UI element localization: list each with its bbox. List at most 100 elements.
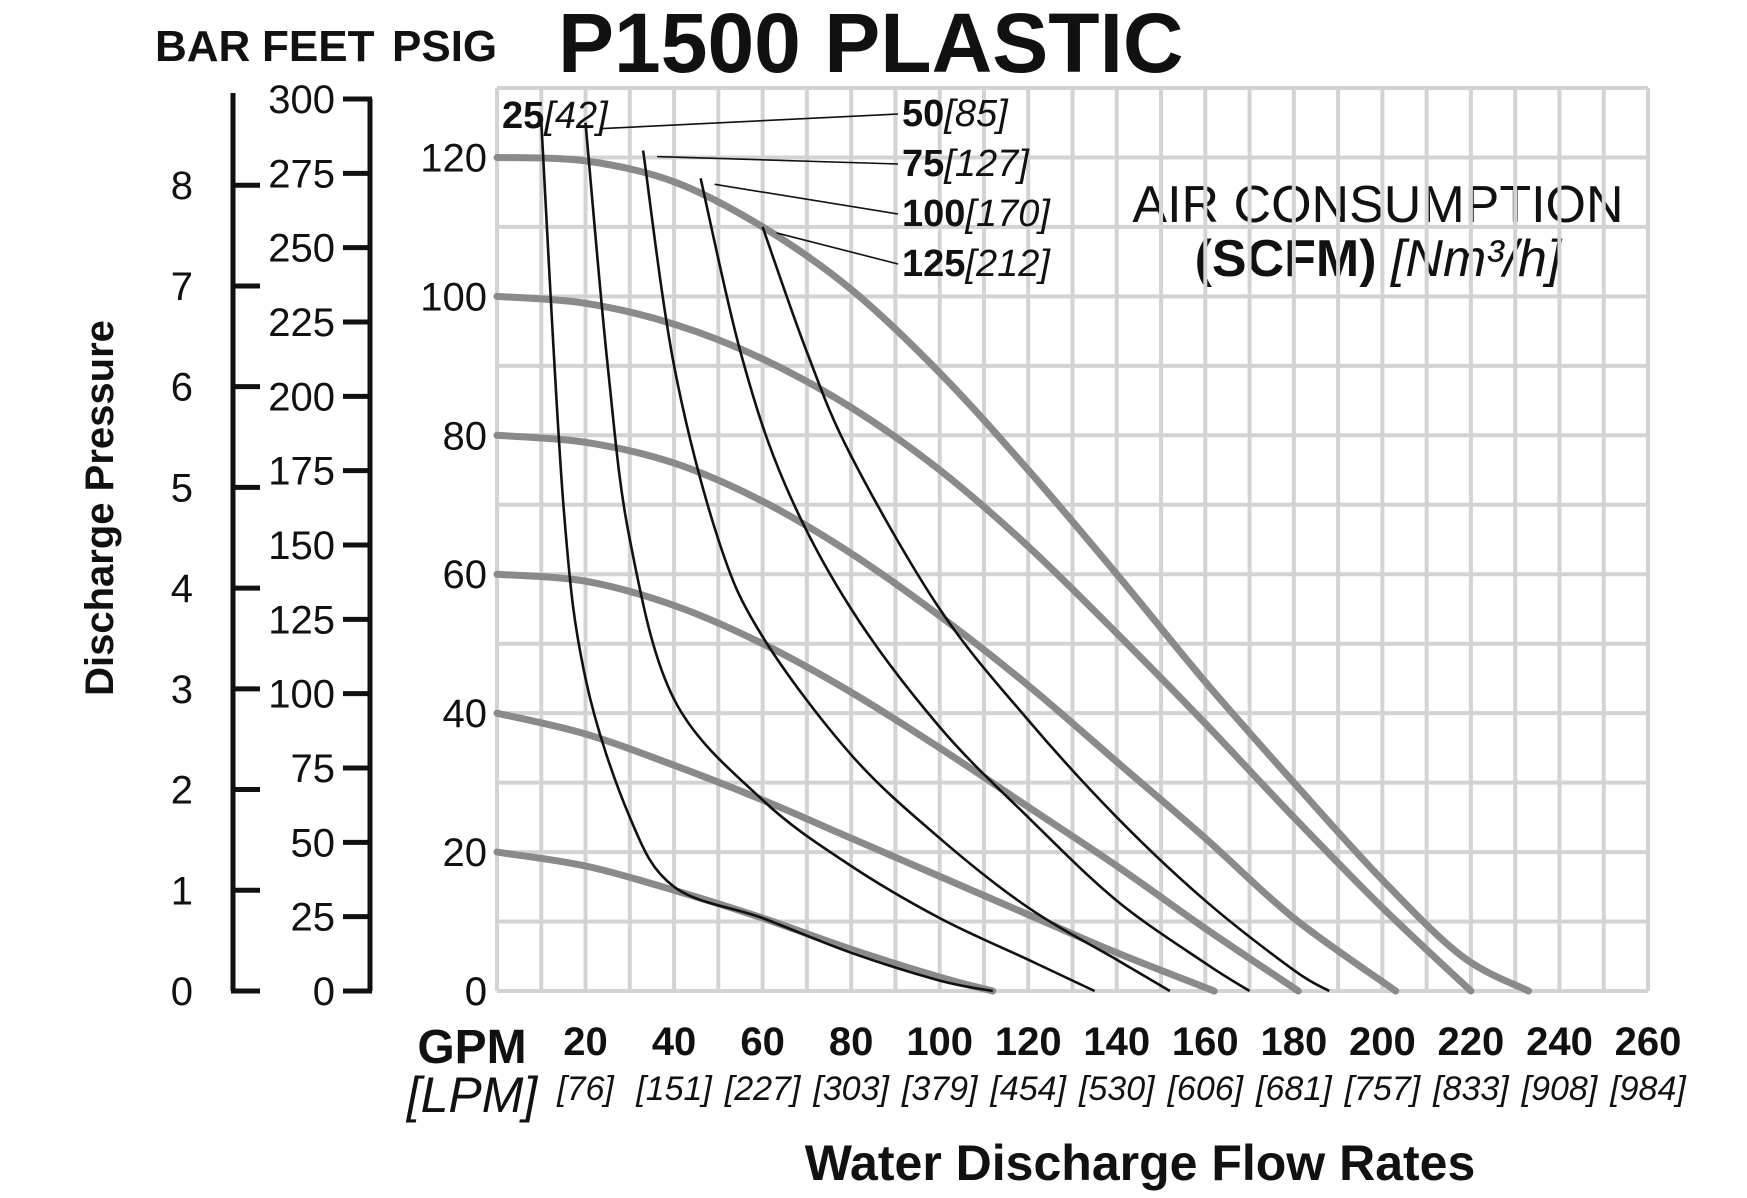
x-tick-label-lpm: [984] xyxy=(1609,1070,1687,1108)
x-tick-label-gpm: 120 xyxy=(995,1020,1062,1064)
x-tick-label-lpm: [908] xyxy=(1521,1070,1599,1108)
air-curve-25-scfm xyxy=(540,122,994,993)
air-curve-label-nm3h: [85] xyxy=(943,93,1009,135)
x-tick-label-lpm: [454] xyxy=(989,1070,1067,1108)
air-consumption-subtitle-nm3h: [Nm³/h] xyxy=(1390,230,1563,288)
air-curve-label-nm3h: [212] xyxy=(964,243,1051,285)
psig-tick-label: 100 xyxy=(420,275,487,319)
x-tick-label-gpm: 240 xyxy=(1526,1020,1593,1064)
air-curve-label-scfm: 50 xyxy=(902,93,944,135)
x-tick-label-gpm: 140 xyxy=(1083,1020,1150,1064)
x-tick-label-gpm: 200 xyxy=(1349,1020,1416,1064)
air-curve-label-25: 25[42] xyxy=(502,95,609,137)
bar-tick-label: 3 xyxy=(171,668,193,712)
bar-tick-label: 2 xyxy=(171,769,193,813)
x-tick-label-gpm: 180 xyxy=(1260,1020,1327,1064)
bar-tick-label: 1 xyxy=(171,869,193,913)
psig-tick-label: 120 xyxy=(420,136,487,180)
air-consumption-title: AIR CONSUMPTION xyxy=(1132,176,1623,234)
bar-axis: 0 1 2 3 4 5 6 7 8 xyxy=(171,93,260,1014)
x-tick-label-gpm: 20 xyxy=(563,1020,608,1064)
air-curve-leader-line xyxy=(714,183,899,215)
y-axis-label: Discharge Pressure xyxy=(78,320,122,696)
air-curve-label-scfm: 125 xyxy=(902,243,965,285)
x-tick-label-lpm: [757] xyxy=(1344,1070,1422,1108)
performance-curve-120psig xyxy=(493,154,1532,995)
air-curve-label-75: 75[127] xyxy=(902,143,1030,185)
feet-tick-label: 175 xyxy=(268,450,335,494)
air-curve-label-nm3h: [127] xyxy=(943,143,1030,185)
air-curve-label-100: 100[170] xyxy=(902,193,1051,235)
performance-curve-40psig xyxy=(493,709,1218,995)
x-tick-label-gpm: 100 xyxy=(906,1020,973,1064)
air-curve-100-scfm xyxy=(699,178,1251,993)
air-curve-label-scfm: 75 xyxy=(902,143,944,185)
bar-tick-label: 8 xyxy=(171,164,193,208)
x-tick-label-lpm: [530] xyxy=(1078,1070,1156,1108)
x-tick-label-lpm: [681] xyxy=(1255,1070,1333,1108)
psig-tick-label: 80 xyxy=(443,414,488,458)
x-tick-label-lpm: [303] xyxy=(812,1070,890,1108)
feet-tick-label: 250 xyxy=(268,227,335,271)
feet-tick-label: 25 xyxy=(291,896,336,940)
bar-tick-label: 6 xyxy=(171,366,193,410)
x-tick-label-gpm: 220 xyxy=(1438,1020,1505,1064)
bar-axis-label: BAR xyxy=(155,22,250,71)
x-axis-ticks: 20 [76] 40 [151] 60 [227] 80 [303] 100 [379] 120 [4… xyxy=(556,1020,1687,1108)
grid xyxy=(495,86,1650,993)
air-curve-75-scfm xyxy=(641,150,1171,993)
feet-axis: 0 25 50 75 100 125 150 175 200 225 250 275 300 xyxy=(268,78,373,1014)
feet-tick-label: 150 xyxy=(268,524,335,568)
air-curve-leader-line xyxy=(776,232,899,265)
plot-layer: 25[42] 50[85]75[127]100[170]125[212]02040… xyxy=(171,78,1688,1108)
x-tick-label-gpm: 40 xyxy=(652,1020,697,1064)
x-tick-label-lpm: [606] xyxy=(1166,1070,1244,1108)
performance-curve-60psig xyxy=(493,570,1302,995)
psig-tick-label: 40 xyxy=(443,692,488,736)
x-tick-label-lpm: [151] xyxy=(635,1070,713,1108)
air-consumption-curves xyxy=(540,122,1330,993)
psig-tick-label: 0 xyxy=(465,970,487,1014)
x-tick-label-gpm: 80 xyxy=(829,1020,874,1064)
air-curve-labels: 25[42] 50[85] 75[127] 100[170] 125[212] xyxy=(502,93,1051,285)
air-consumption-subtitle: (SCFM) [Nm³/h] xyxy=(1195,230,1563,288)
air-curve-label-nm3h: [170] xyxy=(964,193,1051,235)
x-tick-label-gpm: 260 xyxy=(1615,1020,1682,1064)
air-curve-label-50: 50[85] xyxy=(902,93,1009,135)
x-tick-label-lpm: [227] xyxy=(724,1070,802,1108)
air-curve-label-125: 125[212] xyxy=(902,243,1051,285)
psig-tick-label: 0 xyxy=(465,970,487,1014)
air-curve-label-scfm: 100 xyxy=(902,193,965,235)
feet-tick-label: 75 xyxy=(291,747,336,791)
x-axis-label: Water Discharge Flow Rates xyxy=(805,1135,1476,1191)
air-curve-50-scfm xyxy=(584,122,1096,993)
x-tick-label-lpm: [379] xyxy=(901,1070,979,1108)
air-curve-leader-line xyxy=(657,155,899,165)
psig-axis-label: PSIG xyxy=(392,22,497,71)
feet-tick-label: 100 xyxy=(268,673,335,717)
feet-axis-label: FEET xyxy=(262,22,375,71)
bar-tick-label: 5 xyxy=(171,466,193,510)
chart-title: P1500 PLASTIC xyxy=(558,0,1184,90)
feet-tick-label: 50 xyxy=(291,821,336,865)
air-curve-125-scfm xyxy=(761,226,1330,993)
air-curve-label-nm3h: [42] xyxy=(543,95,609,137)
feet-tick-label: 0 xyxy=(313,970,335,1014)
air-curve-label-scfm: 25 xyxy=(502,95,544,137)
air-curve-leader-line xyxy=(599,113,899,130)
psig-tick-label: 20 xyxy=(443,831,488,875)
bar-tick-label: 7 xyxy=(171,265,193,309)
x-unit-gpm: GPM xyxy=(417,1021,526,1074)
feet-tick-label: 300 xyxy=(268,78,335,122)
feet-tick-label: 200 xyxy=(268,375,335,419)
x-unit-lpm: [LPM] xyxy=(406,1067,539,1123)
feet-tick-label: 225 xyxy=(268,301,335,345)
performance-curve-100psig xyxy=(493,292,1475,995)
bar-tick-label: 4 xyxy=(171,567,193,611)
air-consumption-subtitle-scfm: (SCFM) xyxy=(1195,230,1377,288)
psig-tick-label: 60 xyxy=(443,553,488,597)
feet-tick-label: 275 xyxy=(268,152,335,196)
